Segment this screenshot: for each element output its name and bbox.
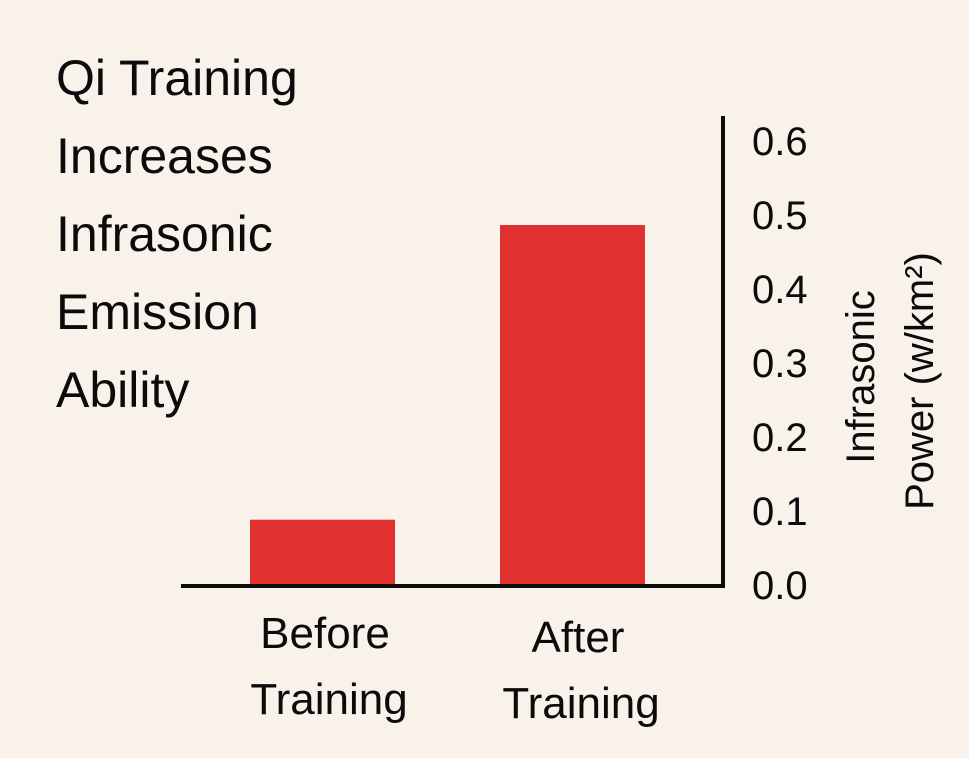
bars — [250, 225, 645, 587]
y-tick-labels: 0.6 0.5 0.4 0.3 0.2 0.1 0.0 — [752, 120, 808, 608]
y-axis-label: Infrasonic Power (w/km²) — [839, 252, 942, 510]
y-tick-label-0-1: 0.1 — [752, 490, 808, 534]
chart-title: Qi Training Increases Infrasonic Emissio… — [56, 50, 298, 418]
category-label-before-line-1: Before — [260, 609, 390, 658]
chart-title-line-1: Qi Training — [56, 50, 298, 106]
y-tick-label-0-4: 0.4 — [752, 268, 808, 312]
category-label-after-line-2: Training — [502, 679, 659, 728]
category-label-after-line-1: After — [532, 613, 625, 662]
y-axis-label-line-2: Power (w/km²) — [898, 252, 942, 510]
bar-after-training — [500, 225, 645, 587]
chart-title-line-3: Infrasonic — [56, 206, 273, 262]
x-category-labels: Before Training After Training — [250, 609, 659, 728]
chart-title-line-5: Ability — [56, 362, 189, 418]
y-axis-label-line-1: Infrasonic — [839, 290, 883, 463]
y-tick-label-0-6: 0.6 — [752, 120, 808, 164]
y-tick-label-0-2: 0.2 — [752, 416, 808, 460]
bar-before-training — [250, 519, 395, 586]
chart-title-line-2: Increases — [56, 128, 273, 184]
chart-title-line-4: Emission — [56, 284, 259, 340]
category-label-before-line-2: Training — [250, 675, 407, 724]
y-tick-label-0-5: 0.5 — [752, 194, 808, 238]
y-tick-label-0-0: 0.0 — [752, 564, 808, 608]
y-tick-label-0-3: 0.3 — [752, 342, 808, 386]
